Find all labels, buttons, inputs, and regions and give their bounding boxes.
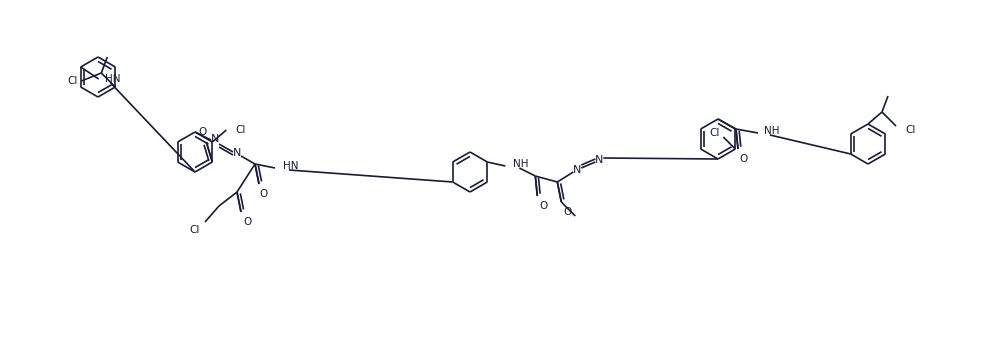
- Text: O: O: [198, 127, 207, 137]
- Text: N: N: [211, 134, 219, 144]
- Text: O: O: [259, 189, 267, 199]
- Text: NH: NH: [764, 126, 779, 136]
- Text: O: O: [563, 207, 572, 217]
- Text: Cl: Cl: [190, 225, 200, 235]
- Text: Cl: Cl: [709, 128, 719, 138]
- Text: N: N: [595, 155, 603, 165]
- Text: HN: HN: [283, 161, 298, 171]
- Text: O: O: [243, 217, 251, 227]
- Text: Cl: Cl: [235, 125, 246, 135]
- Text: Cl: Cl: [67, 76, 78, 86]
- Text: HN: HN: [104, 74, 120, 84]
- Text: O: O: [740, 154, 748, 164]
- Text: O: O: [539, 201, 547, 211]
- Text: N: N: [573, 165, 582, 175]
- Text: N: N: [233, 148, 241, 158]
- Text: Cl: Cl: [905, 125, 915, 135]
- Text: NH: NH: [514, 159, 528, 169]
